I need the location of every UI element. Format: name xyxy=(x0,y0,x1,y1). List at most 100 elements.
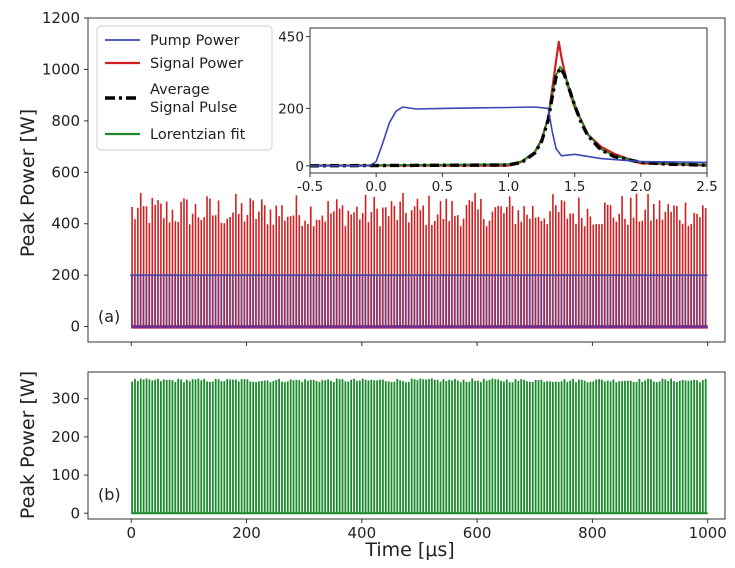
legend-label-average: Average Signal Pulse xyxy=(150,82,237,116)
panel-b-x-tick-label: 200 xyxy=(232,524,261,542)
pump-pulse xyxy=(468,275,470,327)
pump-pulse xyxy=(324,275,326,327)
pump-pulse xyxy=(502,275,504,327)
pump-pulse xyxy=(257,275,259,327)
pump-pulse xyxy=(223,275,225,327)
pump-pulse xyxy=(381,275,383,327)
pump-pulse xyxy=(528,275,530,327)
panel-a-y-tick-label: 1000 xyxy=(42,60,80,78)
pump-pulse xyxy=(433,275,435,327)
pump-pulse xyxy=(603,275,605,327)
pump-pulse xyxy=(367,275,369,327)
pump-pulse xyxy=(494,275,496,327)
pump-pulse xyxy=(355,275,357,327)
pump-pulse xyxy=(289,275,291,327)
panel-a-y-tick-label: 1200 xyxy=(42,9,80,27)
panel-a-y-ticks: 0 200 400 600 800 1000 1200 xyxy=(42,9,88,336)
panel-b-label: (b) xyxy=(98,485,121,504)
panel-b-x-tick-label: 1000 xyxy=(689,524,727,542)
pump-pulse xyxy=(384,275,386,327)
pump-pulse xyxy=(352,275,355,327)
pump-pulse xyxy=(606,275,608,327)
panel-b-x-tick-label: 400 xyxy=(348,524,377,542)
pump-pulse xyxy=(156,275,159,327)
pump-pulse xyxy=(254,275,257,327)
pump-pulse xyxy=(251,275,254,327)
pump-pulse xyxy=(358,275,360,327)
pump-pulse xyxy=(387,275,389,327)
pump-pulse xyxy=(283,275,285,327)
pump-pulse xyxy=(214,275,216,327)
inset-y-tick-label: 200 xyxy=(278,101,304,117)
pump-pulse xyxy=(171,275,173,327)
pump-pulse xyxy=(704,275,706,327)
pump-pulse xyxy=(574,275,577,327)
pump-pulse xyxy=(341,275,343,327)
pump-pulse xyxy=(560,275,562,327)
pump-pulse xyxy=(318,275,320,327)
pump-pulse xyxy=(545,275,548,327)
pump-pulse xyxy=(364,275,366,327)
pump-pulse xyxy=(424,275,427,327)
pump-pulse xyxy=(159,275,161,327)
pump-pulse xyxy=(522,275,525,327)
panel-a-y-tick-label: 400 xyxy=(51,215,80,233)
pump-pulse xyxy=(652,275,654,327)
pump-pulse xyxy=(649,275,651,327)
pump-pulse xyxy=(194,275,196,327)
pump-pulse xyxy=(211,275,213,327)
pump-pulse xyxy=(525,275,528,327)
pump-pulse xyxy=(678,275,680,327)
pump-pulse xyxy=(182,275,185,327)
pump-pulse xyxy=(540,275,542,327)
pump-pulse xyxy=(234,275,236,327)
pump-pulse xyxy=(430,275,432,327)
inset-y-tick-label: 0 xyxy=(295,159,304,175)
pump-pulse xyxy=(669,275,672,327)
pump-pulse xyxy=(396,275,398,327)
pump-pulse xyxy=(148,275,150,327)
pump-pulse xyxy=(191,275,193,327)
pump-pulse xyxy=(338,275,340,327)
pump-pulse xyxy=(139,275,141,327)
panel-a-y-axis-title: Peak Power [W] xyxy=(17,109,39,257)
pump-pulse xyxy=(586,275,588,327)
pump-pulse xyxy=(344,275,346,327)
pump-pulse xyxy=(465,275,467,327)
inset-x-tick-label: 1.0 xyxy=(498,179,519,195)
pump-pulse xyxy=(485,275,487,327)
pump-pulse xyxy=(205,275,208,327)
pump-pulse xyxy=(378,275,381,327)
pump-pulse xyxy=(151,275,153,327)
pump-pulse xyxy=(635,275,637,327)
panel-b-frame xyxy=(87,371,726,520)
pump-pulse xyxy=(401,275,404,327)
pump-pulse xyxy=(554,275,556,327)
panel-b-y-axis-title: Peak Power [W] xyxy=(17,371,39,519)
pump-pulse xyxy=(349,275,352,327)
pump-pulse xyxy=(643,275,646,327)
pump-pulse xyxy=(228,275,231,327)
pump-pulse xyxy=(566,275,568,327)
pump-pulse xyxy=(589,275,591,327)
pump-pulse xyxy=(237,275,239,327)
panel-b-x-tick-label: 600 xyxy=(463,524,492,542)
pump-pulse xyxy=(473,275,476,327)
panel-a-y-tick-label: 600 xyxy=(51,163,80,181)
pump-pulse xyxy=(445,275,447,327)
pump-pulse xyxy=(335,275,337,327)
pump-pulse xyxy=(168,275,170,327)
pump-pulse xyxy=(618,275,620,327)
pump-pulse xyxy=(456,275,458,327)
pump-pulse xyxy=(208,275,210,327)
pump-pulse xyxy=(658,275,660,327)
panel-b-plot-area xyxy=(131,378,708,515)
inset-series-pump-power xyxy=(310,106,708,167)
legend-label-average-line: Average xyxy=(150,82,210,98)
pump-pulse xyxy=(130,275,133,327)
panel-b-y-tick-label: 200 xyxy=(51,428,80,446)
pump-pulse xyxy=(453,275,455,327)
pump-pulse xyxy=(202,275,205,327)
pump-pulse xyxy=(197,275,199,327)
pump-pulse xyxy=(133,275,136,327)
